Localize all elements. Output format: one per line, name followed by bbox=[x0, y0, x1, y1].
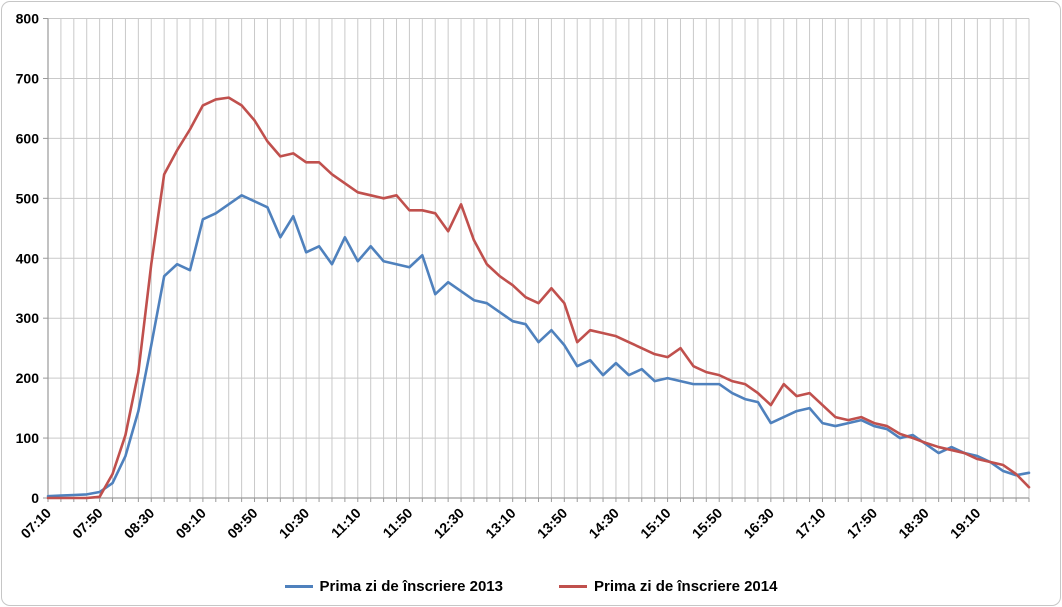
x-axis-label: 09:10 bbox=[172, 505, 209, 542]
legend-label-2013: Prima zi de înscriere 2013 bbox=[319, 578, 503, 595]
y-axis-label: 800 bbox=[16, 11, 40, 27]
x-axis-label: 09:50 bbox=[224, 505, 261, 542]
x-axis-label: 15:10 bbox=[637, 505, 674, 542]
y-axis-label: 500 bbox=[16, 190, 40, 206]
x-axis-label: 08:30 bbox=[121, 505, 158, 542]
legend-line-swatch-2013 bbox=[284, 585, 313, 588]
y-axis-label: 200 bbox=[16, 370, 40, 386]
x-axis-label: 14:30 bbox=[585, 505, 622, 542]
x-axis-label: 17:50 bbox=[844, 505, 881, 542]
x-axis-label: 13:50 bbox=[534, 505, 571, 542]
x-axis-label: 10:30 bbox=[276, 505, 313, 542]
y-axis-label: 700 bbox=[16, 70, 40, 86]
y-axis-label: 100 bbox=[16, 430, 40, 446]
x-axis-label: 07:10 bbox=[17, 505, 54, 542]
legend-item-2014[interactable]: Prima zi de înscriere 2014 bbox=[559, 578, 777, 595]
x-axis-label: 18:30 bbox=[895, 505, 932, 542]
x-axis-label: 15:50 bbox=[689, 505, 726, 542]
legend-label-2014: Prima zi de înscriere 2014 bbox=[594, 578, 778, 595]
series-line-2013[interactable] bbox=[46, 194, 1031, 498]
y-axis-label: 300 bbox=[16, 310, 40, 326]
legend-item-2013[interactable]: Prima zi de înscriere 2013 bbox=[284, 578, 503, 595]
series-line-2014[interactable] bbox=[46, 96, 1031, 500]
x-axis-label: 13:10 bbox=[482, 505, 519, 542]
y-axis-label: 0 bbox=[31, 490, 39, 506]
x-axis-label: 16:30 bbox=[740, 505, 777, 542]
x-axis-label: 11:10 bbox=[328, 505, 364, 541]
chart-legend: Prima zi de înscriere 2013 Prima zi de î… bbox=[2, 578, 1060, 595]
x-axis-label: 11:50 bbox=[379, 505, 415, 541]
x-axis-label: 07:50 bbox=[69, 505, 106, 542]
y-axis-label: 400 bbox=[16, 250, 40, 266]
y-axis-label: 600 bbox=[16, 130, 40, 146]
legend-line-swatch-2014 bbox=[559, 585, 587, 588]
x-axis-label: 19:10 bbox=[947, 505, 984, 542]
x-axis-label: 12:30 bbox=[431, 505, 468, 542]
x-axis-label: 17:10 bbox=[792, 505, 829, 542]
